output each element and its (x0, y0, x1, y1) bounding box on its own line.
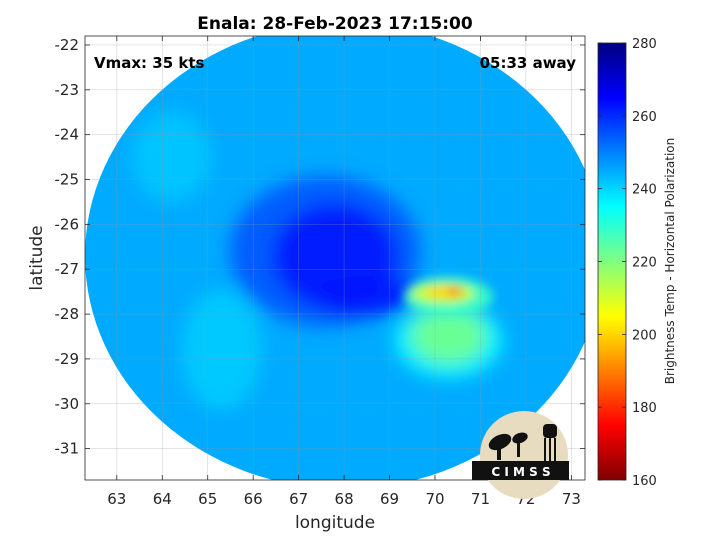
outer-band (181, 289, 262, 410)
x-tick-label: 66 (244, 490, 263, 508)
feature-eye-band (310, 276, 420, 317)
vmax-annotation: Vmax: 35 kts (94, 54, 204, 72)
logo-text: C I M S S (491, 465, 550, 479)
y-tick-label: -22 (55, 36, 80, 54)
colorbar-tick-label: 240 (632, 183, 657, 198)
x-tick-label: 73 (562, 490, 581, 508)
colorbar-ticks: 280 260 240 220 200 180 160 (598, 37, 657, 489)
gridlines (85, 36, 585, 480)
colorbar-tick-label: 260 (632, 110, 657, 125)
x-tick-label: 69 (380, 490, 399, 508)
y-tick-label: -24 (55, 126, 80, 144)
y-tick-label: -31 (55, 440, 80, 458)
colorbar (597, 42, 627, 481)
feature-cold-band-core (448, 286, 463, 297)
x-tick-label: 71 (471, 490, 490, 508)
x-tick-label: 63 (107, 490, 126, 508)
colorbar-tick-label: 200 (632, 328, 657, 343)
satellite-dish-icon (488, 432, 528, 460)
colorbar-tick-label: 280 (632, 37, 657, 52)
y-tick-label: -26 (55, 215, 80, 233)
y-axis-label: latitude (27, 225, 47, 290)
y-tick-label: -28 (55, 305, 80, 323)
y-tick-label: -25 (55, 171, 80, 189)
y-axis-ticks: -22 -23 -24 -25 -26 -27 -28 -29 -30 -31 (55, 36, 585, 458)
x-tick-label: 67 (289, 490, 308, 508)
chart-title: Enala: 28-Feb-2023 17:15:00 (197, 14, 473, 34)
logo-band (472, 461, 569, 480)
x-tick-label: 70 (425, 490, 444, 508)
x-tick-label: 65 (198, 490, 217, 508)
x-axis-ticks: 63 64 65 66 67 68 69 70 71 72 73 (107, 36, 581, 508)
feature-warm-region-core (410, 307, 487, 364)
x-tick-label: 64 (153, 490, 172, 508)
x-axis-label: longitude (295, 513, 375, 533)
y-tick-label: -27 (55, 260, 80, 278)
y-tick-label: -29 (55, 350, 80, 368)
brightness-temp-swath (85, 36, 585, 480)
cimss-logo: C I M S S (472, 411, 569, 499)
colorbar-label: Brightness Temp - Horizontal Polarizatio… (663, 138, 677, 385)
water-tower-icon (543, 424, 557, 462)
y-tick-label: -23 (55, 81, 80, 99)
colorbar-tick-label: 180 (632, 401, 657, 416)
y-tick-label: -30 (55, 395, 80, 413)
plot-frame (84, 35, 586, 481)
outer-band (131, 112, 212, 203)
colorbar-tick-label: 160 (632, 474, 657, 489)
colorbar-tick-label: 220 (632, 256, 657, 271)
x-tick-label: 68 (335, 490, 354, 508)
time-away-annotation: 05:33 away (480, 54, 577, 72)
